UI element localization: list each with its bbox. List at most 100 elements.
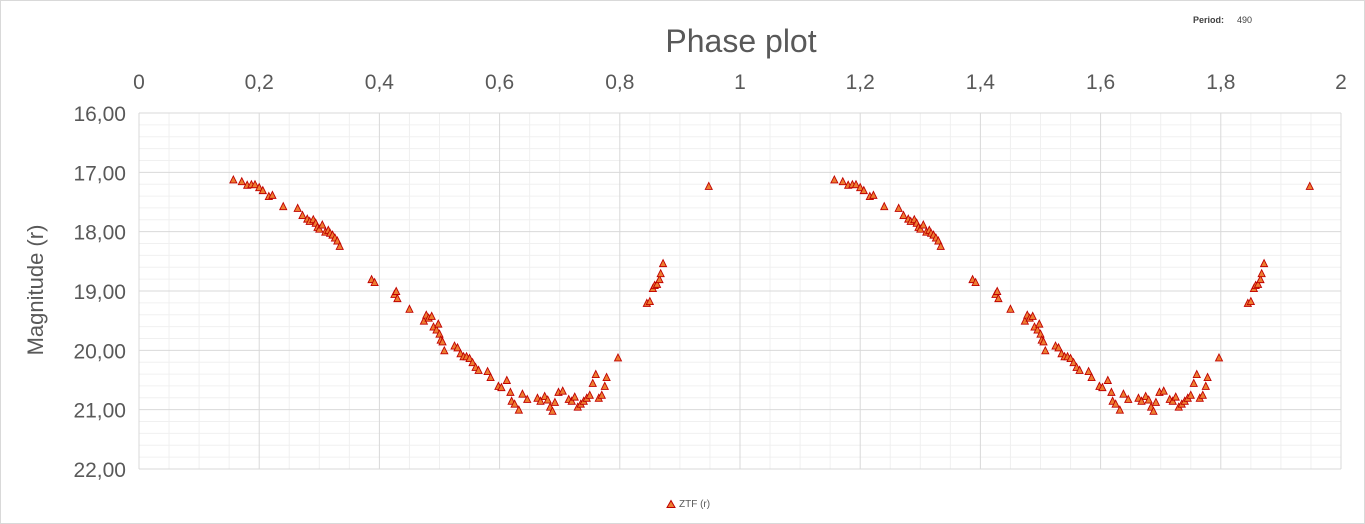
data-point (427, 311, 436, 320)
data-point (919, 220, 928, 229)
x-tick-label: 2 (1335, 71, 1347, 94)
x-tick-label: 0,6 (485, 71, 514, 94)
data-point (1103, 375, 1113, 384)
data-point (558, 386, 567, 395)
data-point (548, 406, 557, 415)
data-point (468, 357, 477, 367)
x-tick-label: 0,4 (365, 71, 395, 94)
x-axis-ticks: 0 0,2 0,4 0,6 0,8 1 1,2 1,4 1,6 1,8 2 (133, 71, 1347, 94)
data-point (894, 203, 903, 212)
data-point (474, 365, 483, 374)
data-point (869, 190, 878, 199)
data-point (298, 210, 307, 220)
data-point (585, 390, 594, 399)
major-grid (138, 112, 1342, 470)
data-point (1246, 296, 1256, 306)
data-point (435, 329, 444, 338)
y-tick-label: 21,00 (73, 400, 126, 423)
data-point (318, 220, 327, 229)
data-point (916, 224, 925, 233)
data-point (1028, 311, 1037, 320)
y-axis-ticks: 16,00 17,00 18,00 19,00 20,00 21,00 22,00 (73, 103, 126, 482)
data-point (315, 224, 324, 233)
data-point (1006, 304, 1015, 313)
data-point (1124, 394, 1133, 403)
data-point (1149, 406, 1158, 415)
y-tick-label: 19,00 (73, 281, 126, 304)
data-point (550, 397, 560, 406)
data-point (1041, 345, 1050, 355)
y-tick-label: 22,00 (73, 459, 126, 482)
x-tick-label: 0,8 (605, 71, 634, 94)
data-point (613, 352, 623, 362)
data-point (434, 319, 443, 328)
data-point (1203, 372, 1212, 381)
y-axis-label: Magnitude (r) (23, 225, 48, 356)
y-tick-label: 18,00 (73, 222, 126, 245)
data-point (830, 174, 839, 184)
data-point (992, 286, 1002, 295)
data-point (523, 394, 532, 403)
data-point (506, 387, 515, 396)
data-point (658, 258, 668, 268)
data-point (1201, 381, 1211, 390)
data-point (1039, 336, 1048, 346)
data-point (1192, 369, 1201, 379)
data-point (1107, 387, 1116, 396)
data-point (1069, 357, 1078, 367)
data-point (1111, 399, 1120, 408)
data-point (486, 372, 495, 381)
data-point (405, 304, 414, 313)
x-tick-label: 1,2 (846, 71, 875, 94)
data-point (570, 392, 579, 401)
data-point (656, 268, 665, 278)
data-point (971, 277, 980, 287)
data-point (1137, 396, 1146, 405)
data-point (237, 176, 246, 186)
chart-title: Phase plot (665, 23, 816, 59)
y-tick-label: 17,00 (73, 162, 126, 185)
data-point (1144, 395, 1153, 404)
data-point (645, 296, 655, 306)
data-point (440, 345, 449, 355)
data-point (1119, 389, 1128, 398)
data-point (229, 174, 238, 184)
data-point (391, 286, 401, 295)
data-point (588, 378, 597, 387)
x-tick-label: 0 (133, 71, 145, 94)
data-point (934, 236, 943, 245)
data-point (851, 179, 861, 189)
data-point (1054, 342, 1063, 352)
data-point (1256, 274, 1265, 284)
data-point (1171, 392, 1180, 401)
data-point (510, 399, 519, 408)
data-point (1186, 390, 1195, 399)
data-point (502, 375, 512, 384)
data-point (483, 366, 492, 376)
x-tick-label: 1,8 (1206, 71, 1235, 94)
data-point (1098, 382, 1107, 392)
data-point (1253, 279, 1263, 288)
data-point (268, 190, 277, 199)
data-point (994, 293, 1003, 303)
data-point (597, 390, 606, 399)
data-point (1151, 397, 1161, 406)
data-point (1189, 378, 1198, 387)
data-point (1198, 390, 1207, 399)
data-point (293, 203, 302, 212)
data-point (855, 182, 865, 192)
data-point (514, 405, 524, 414)
data-point (838, 176, 847, 186)
data-point (936, 241, 945, 250)
data-point (393, 293, 402, 303)
data-point (279, 201, 288, 211)
data-point (1259, 258, 1269, 268)
data-point (536, 396, 545, 405)
data-point (1084, 366, 1093, 376)
data-points (229, 174, 1314, 415)
data-point (880, 201, 889, 211)
data-point (465, 353, 474, 362)
data-point (1168, 396, 1177, 405)
data-point (600, 381, 610, 390)
